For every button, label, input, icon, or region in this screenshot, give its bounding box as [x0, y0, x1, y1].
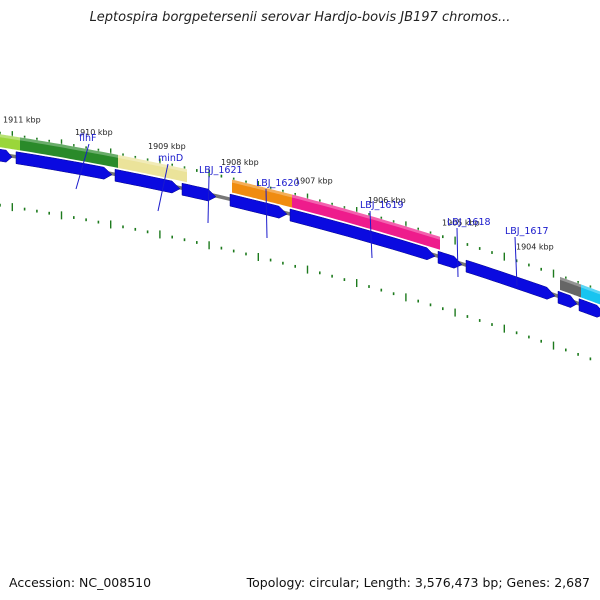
gene-label: LBJ_1617 — [505, 226, 549, 237]
gene-feature-band — [232, 179, 292, 208]
cds-arrow — [557, 290, 578, 308]
cds-arrow — [181, 182, 217, 202]
gene-label: LBJ_1619 — [360, 200, 404, 211]
tick-marks-layer — [0, 131, 592, 361]
kbp-tick-label: 1908 kbp — [221, 158, 259, 167]
gene-feature-highlight — [581, 283, 600, 295]
gene-feature-highlight — [560, 275, 581, 288]
gene-label-leader — [75, 143, 90, 190]
lower-tick-ring — [0, 203, 592, 361]
gene-feature-band — [560, 276, 581, 298]
gene-label-leader — [207, 175, 210, 224]
gene-label: LBJ_1620 — [256, 178, 300, 189]
gene-feature-band — [0, 134, 20, 151]
gene-label: flhF — [79, 133, 96, 144]
gene-label: LBJ_1618 — [447, 217, 491, 228]
cds-arrow — [15, 151, 113, 180]
kbp-tick-label: 1911 kbp — [3, 116, 41, 125]
kbp-tick-label: 1906 kbp — [368, 196, 406, 205]
label-layer: 1911 kbp 1910 kbp 1909 kbp 1908 kbp 1907 kbp… — [3, 116, 554, 287]
accession-text: Accession: NC_008510 — [9, 575, 152, 590]
cds-arrow — [465, 259, 556, 300]
gene-label-leader — [265, 188, 268, 239]
gene-feature-band — [118, 154, 187, 183]
cds-arrow — [578, 298, 600, 318]
map-title: Leptospira borgpetersenii serovar Hardjo… — [89, 10, 511, 25]
gene-feature-highlight — [292, 193, 440, 240]
gene-label-leader — [514, 236, 518, 287]
cds-arrow — [114, 168, 181, 194]
gene-feature-highlight — [118, 153, 187, 173]
kbp-tick-label: 1905 kbp — [442, 218, 480, 227]
gene-feature-band — [581, 284, 600, 305]
topology-stats-text: Topology: circular; Length: 3,576,473 bp… — [246, 575, 590, 590]
cds-arrow-layer — [0, 148, 600, 318]
kbp-tick-label: 1910 kbp — [75, 128, 113, 137]
gene-feature-band — [20, 137, 118, 168]
kbp-tick-label: 1904 kbp — [516, 243, 554, 252]
gene-label-leader — [369, 210, 373, 259]
cds-arrow — [229, 193, 288, 219]
gene-feature-highlight — [232, 178, 292, 198]
gene-label-leader — [157, 163, 169, 212]
cds-arrow — [289, 208, 436, 261]
cds-arrow — [437, 250, 463, 269]
kbp-tick-label: 1907 kbp — [295, 176, 333, 185]
gene-label: LBJ_1621 — [199, 165, 243, 176]
feature-layer — [0, 133, 600, 305]
gene-label-leader — [456, 227, 459, 278]
gene-feature-band — [292, 194, 440, 250]
kbp-tick-label: 1909 kbp — [148, 142, 186, 151]
gene-label: minD — [158, 153, 183, 164]
gene-feature-highlight — [0, 133, 20, 141]
cds-arrow — [0, 148, 13, 163]
gene-feature-highlight — [20, 136, 118, 158]
